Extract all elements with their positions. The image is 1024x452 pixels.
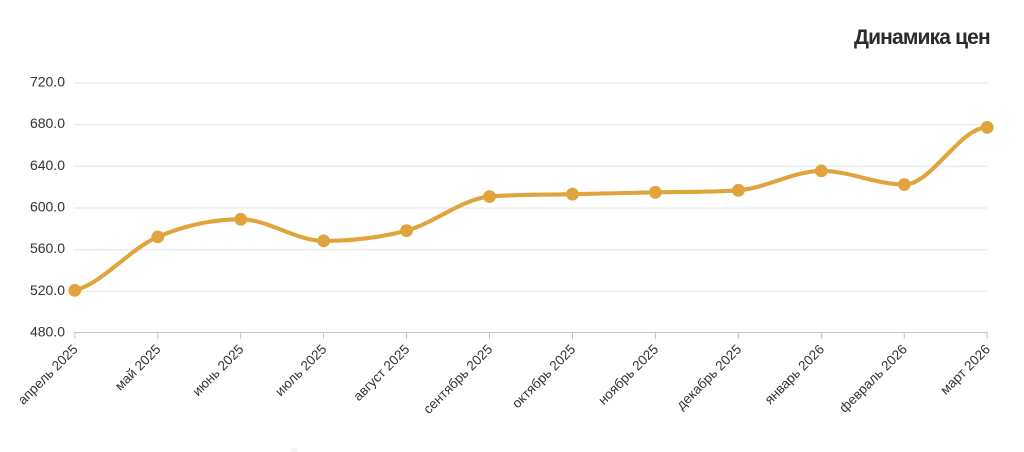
svg-text:апрель 2025: апрель 2025 bbox=[15, 342, 81, 408]
svg-text:июль 2025: июль 2025 bbox=[272, 342, 329, 399]
svg-text:600.0: 600.0 bbox=[30, 199, 65, 215]
svg-text:Динамика цен: Динамика цен bbox=[854, 26, 990, 49]
svg-text:560.0: 560.0 bbox=[30, 240, 65, 256]
svg-text:декабрь 2025: декабрь 2025 bbox=[673, 342, 744, 413]
svg-text:март 2026: март 2026 bbox=[937, 342, 993, 398]
svg-text:520.0: 520.0 bbox=[30, 282, 65, 298]
svg-text:ноябрь 2025: ноябрь 2025 bbox=[595, 342, 661, 408]
svg-text:февраль 2026: февраль 2026 bbox=[836, 342, 910, 416]
svg-text:май 2025: май 2025 bbox=[112, 342, 164, 394]
svg-text:июнь 2025: июнь 2025 bbox=[189, 342, 246, 399]
svg-text:720.0: 720.0 bbox=[30, 74, 65, 90]
svg-text:480.0: 480.0 bbox=[30, 324, 65, 340]
svg-text:январь 2026: январь 2026 bbox=[762, 342, 827, 407]
svg-text:сентябрь 2025: сентябрь 2025 bbox=[420, 342, 495, 417]
svg-text:640.0: 640.0 bbox=[30, 157, 65, 173]
svg-text:680.0: 680.0 bbox=[30, 115, 65, 131]
svg-text:октябрь 2025: октябрь 2025 bbox=[509, 342, 578, 411]
svg-text:август 2025: август 2025 bbox=[350, 342, 412, 404]
